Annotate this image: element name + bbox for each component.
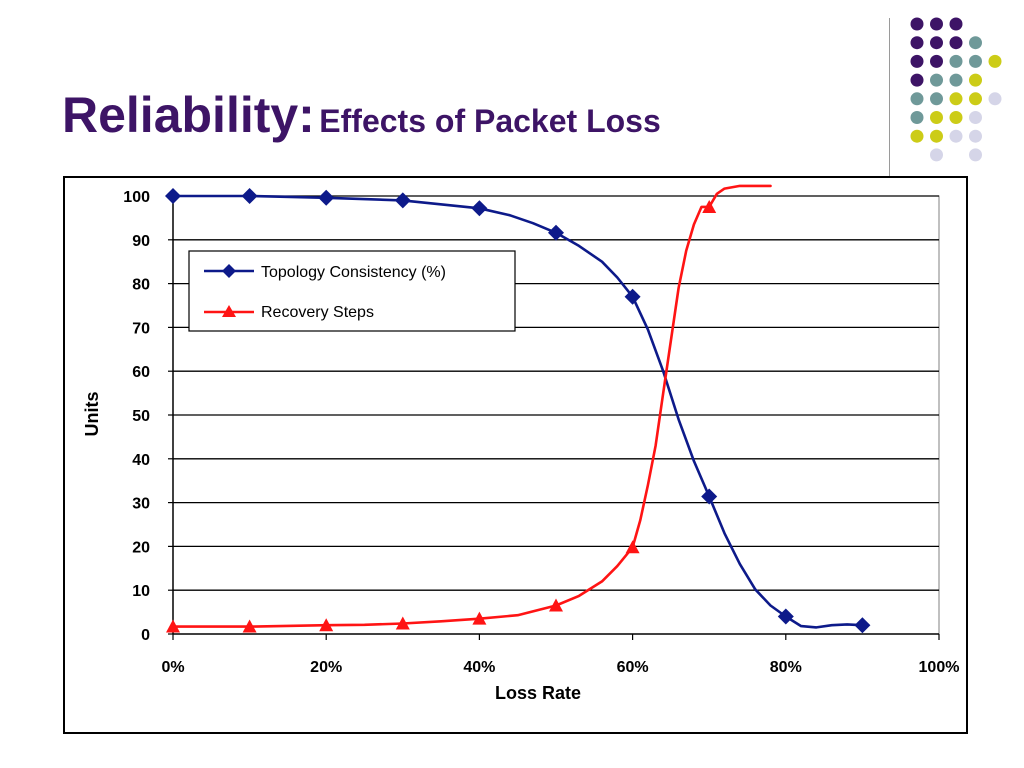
- series-layer: [165, 184, 871, 634]
- data-point-topology-consistency: [318, 189, 335, 206]
- data-point-recovery-steps: [242, 619, 257, 633]
- legend-box: [188, 250, 516, 332]
- decorative-dot: [910, 54, 924, 68]
- legend-label-topology: Topology Consistency (%): [261, 264, 446, 281]
- data-point-recovery-steps: [702, 199, 717, 213]
- legend-label-recovery: Recovery Steps: [261, 304, 374, 321]
- title-subtitle: Effects of Packet Loss: [319, 103, 661, 139]
- data-point-topology-consistency: [548, 224, 564, 241]
- decorative-dot: [949, 17, 963, 31]
- data-point-topology-consistency: [777, 608, 794, 625]
- data-point-recovery-steps: [395, 616, 410, 630]
- decorative-dot: [930, 36, 943, 50]
- data-point-recovery-steps: [166, 619, 180, 633]
- y-tick-label: 90: [132, 233, 150, 250]
- decorative-dot: [930, 54, 943, 68]
- data-point-topology-consistency: [394, 192, 411, 209]
- legend-marker-topology: [222, 264, 236, 278]
- decorative-dot: [930, 17, 943, 31]
- decorative-dot: [949, 92, 963, 106]
- x-tick-label: 60%: [617, 659, 649, 676]
- x-tick-label: 0%: [161, 659, 184, 676]
- title-main: Reliability:: [62, 87, 315, 143]
- decorative-dot: [969, 129, 982, 143]
- y-tick-label: 0: [141, 627, 150, 644]
- decorative-dot: [949, 54, 963, 68]
- y-tick-label: 20: [132, 539, 150, 556]
- decorative-dot: [969, 92, 982, 106]
- data-point-recovery-steps: [625, 540, 640, 554]
- decorative-dot: [930, 111, 943, 124]
- axes: 0 10 20 30 40 50 60 70 80 90 100 0% 20% 40% 60% 80% 100%: [123, 189, 959, 676]
- x-tick-label: 20%: [310, 659, 342, 676]
- y-axis-label: Units: [82, 392, 102, 437]
- slide-title: Reliability: Effects of Packet Loss: [62, 86, 661, 144]
- series-line-topology-consistency: [171, 194, 864, 629]
- decorative-dot: [969, 54, 982, 68]
- legend-marker-recovery: [222, 305, 236, 317]
- decorative-dot: [930, 92, 943, 106]
- data-point-topology-consistency: [165, 188, 181, 204]
- decorative-dot: [930, 129, 943, 143]
- decorative-dot: [910, 111, 924, 124]
- decorative-dot: [930, 73, 943, 87]
- decorative-dot: [910, 92, 924, 106]
- x-tick-label: 40%: [463, 659, 495, 676]
- data-point-recovery-steps: [319, 618, 334, 632]
- data-point-recovery-steps: [472, 611, 487, 625]
- data-point-topology-consistency: [624, 288, 641, 305]
- decorative-dot: [910, 36, 924, 50]
- legend: Topology Consistency (%) Recovery Steps: [188, 250, 516, 332]
- data-point-topology-consistency: [701, 488, 718, 505]
- decorative-dot: [969, 36, 982, 50]
- y-tick-label: 100: [123, 189, 150, 206]
- data-point-topology-consistency: [471, 200, 488, 217]
- data-point-topology-consistency: [854, 617, 871, 634]
- decorative-dot: [910, 73, 924, 87]
- y-tick-label: 50: [132, 408, 150, 425]
- data-point-topology-consistency: [241, 188, 258, 204]
- decorative-dot: [969, 148, 982, 162]
- x-tick-label: 100%: [919, 659, 960, 676]
- x-tick-label: 80%: [770, 659, 802, 676]
- y-tick-label: 80: [132, 277, 150, 294]
- decorative-dot: [988, 54, 1002, 68]
- y-tick-label: 30: [132, 496, 150, 513]
- decorative-dot: [910, 17, 924, 31]
- title-divider-vertical: [889, 18, 890, 176]
- decorative-dot: [930, 148, 943, 162]
- series-line-recovery-steps: [171, 184, 772, 628]
- decorative-dot: [949, 36, 963, 50]
- decorative-dot-grid: [910, 17, 1002, 162]
- y-tick-label: 40: [132, 452, 150, 469]
- decorative-dot: [949, 111, 963, 124]
- x-axis-label: Loss Rate: [495, 683, 581, 703]
- decorative-dot: [969, 73, 982, 87]
- decorative-dot: [910, 129, 924, 143]
- y-tick-label: 70: [132, 320, 150, 337]
- decorative-dot: [988, 92, 1002, 106]
- decorative-dot: [969, 111, 982, 124]
- decorative-dot: [949, 129, 963, 143]
- y-tick-label: 10: [132, 583, 150, 600]
- data-point-recovery-steps: [549, 598, 563, 612]
- y-tick-label: 60: [132, 364, 150, 381]
- decorative-dot: [949, 73, 963, 87]
